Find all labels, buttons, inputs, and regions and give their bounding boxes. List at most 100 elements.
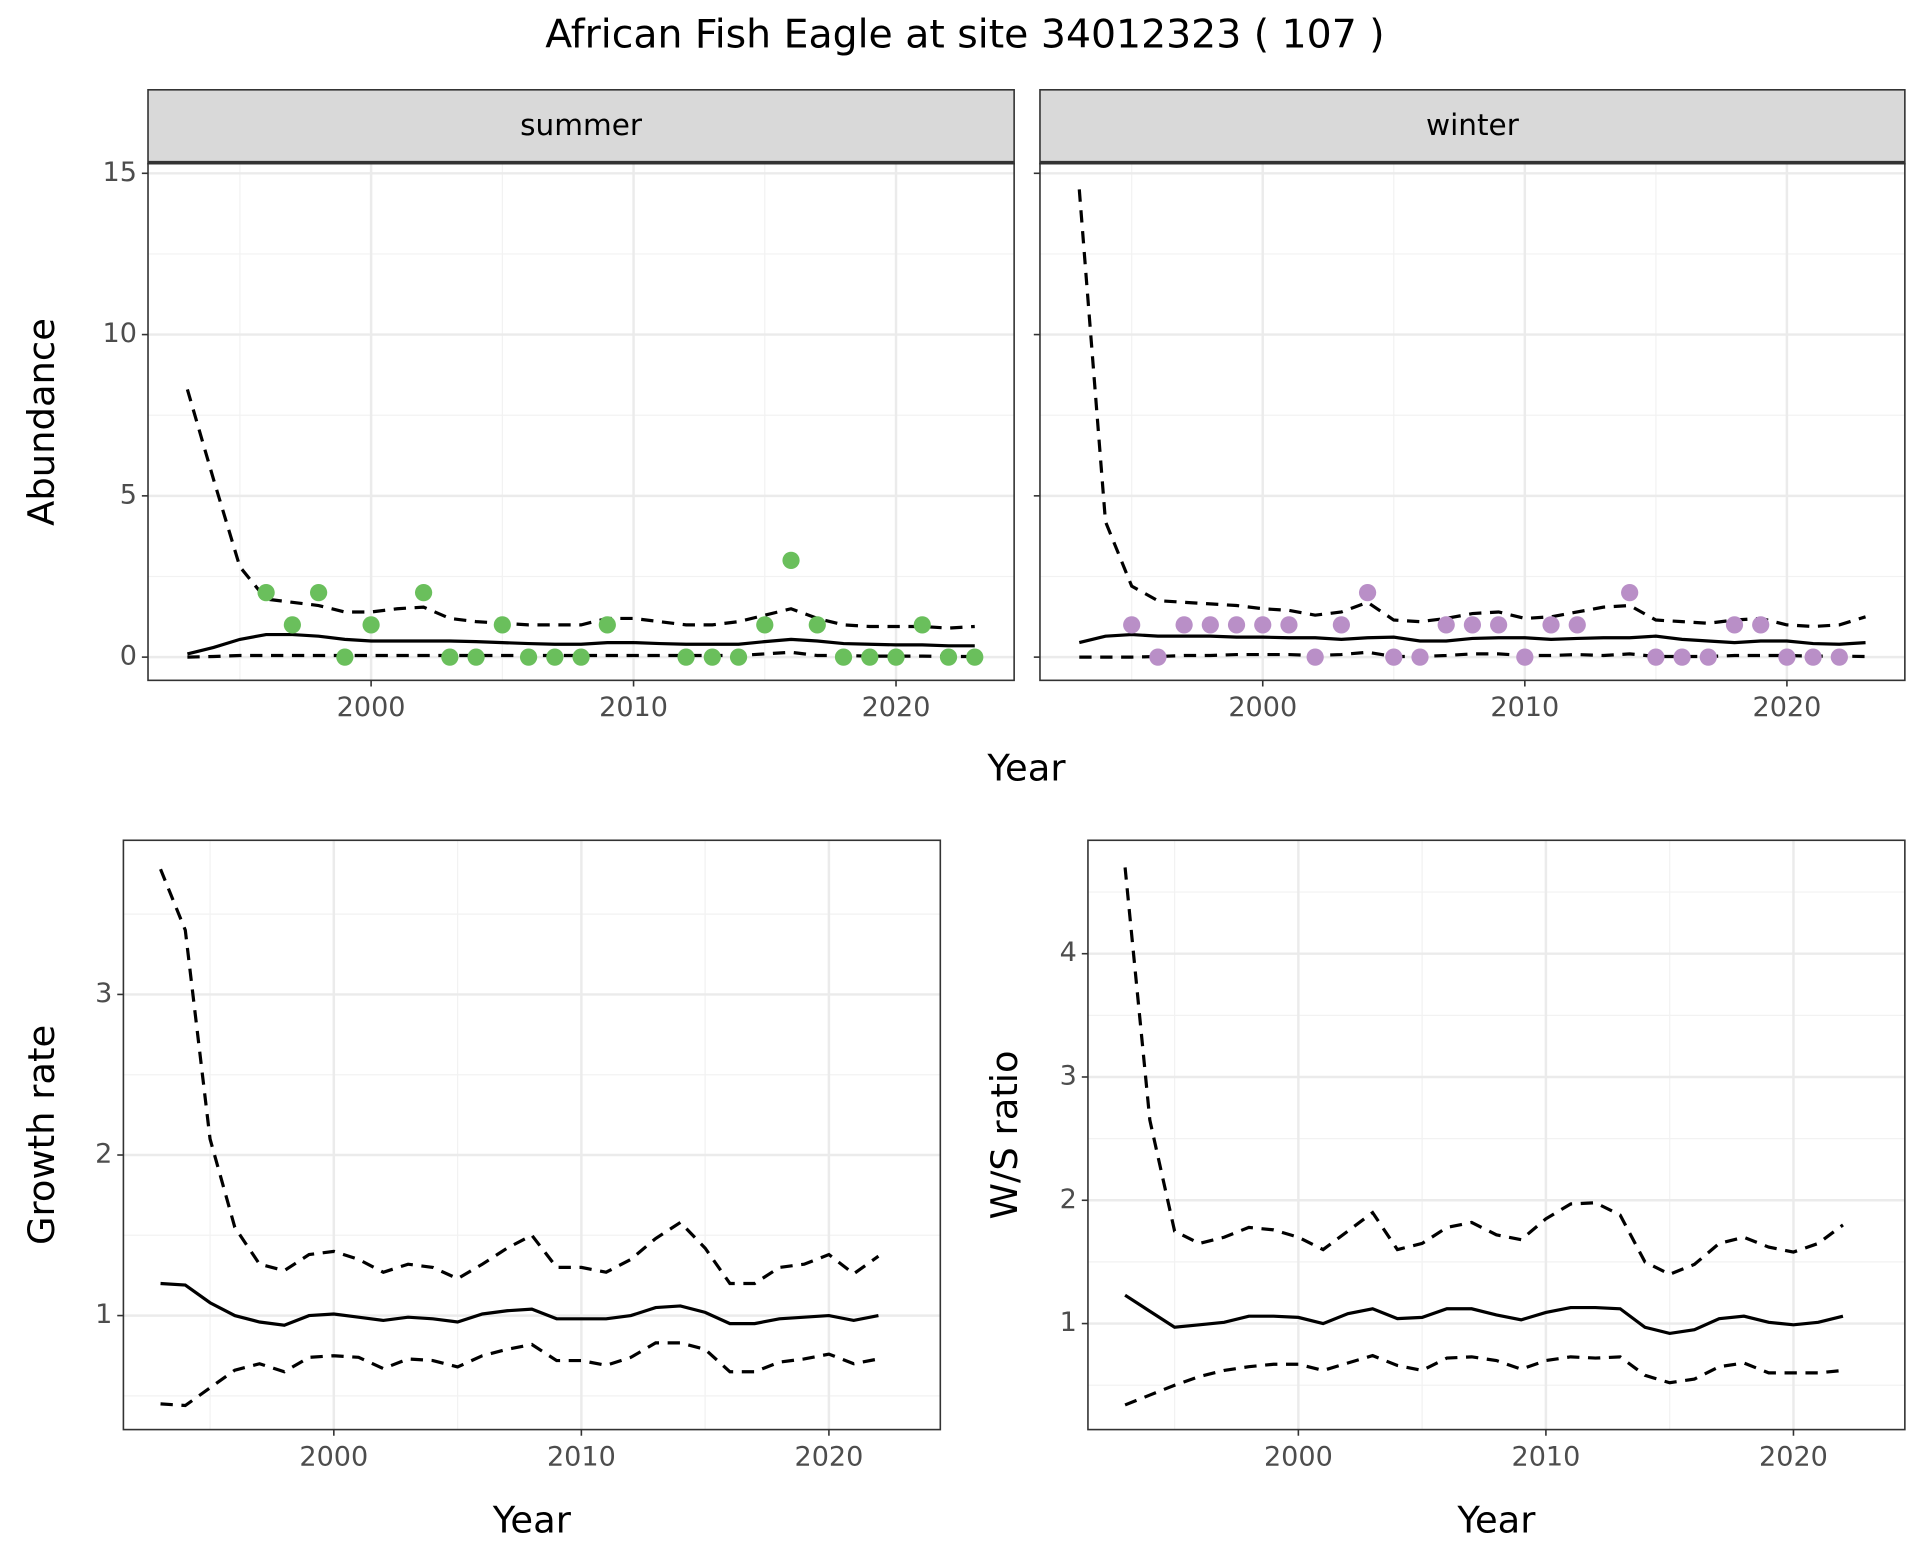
interval-line: [1079, 650, 1866, 659]
data-point: [1227, 616, 1246, 634]
data-point: [414, 584, 433, 602]
data-point: [441, 648, 459, 666]
panel-background: [1087, 840, 1905, 1430]
x-tick-label: 2000: [337, 692, 406, 723]
x-tick-label: 2010: [547, 1441, 616, 1472]
data-point: [493, 616, 511, 634]
data-point: [1254, 616, 1272, 634]
data-point: [1568, 616, 1586, 634]
data-point: [887, 648, 905, 666]
y-tick-label: 4: [1060, 937, 1077, 968]
x-tick-label: 2020: [1759, 1441, 1828, 1472]
x-tick-label: 2000: [299, 1441, 368, 1472]
data-point: [756, 616, 774, 634]
x-tick-label: 2000: [1228, 692, 1297, 723]
data-point: [1830, 648, 1848, 666]
y-axis-title: Growth rate: [20, 1025, 63, 1245]
data-point: [834, 648, 853, 666]
y-tick-label: 3: [95, 978, 112, 1009]
data-point: [1332, 616, 1350, 634]
interval-line: [185, 388, 975, 630]
interval-line: [1077, 189, 1867, 629]
facet-label: winter: [1426, 108, 1520, 142]
x-axis-title: Year: [986, 747, 1066, 790]
x-tick-label: 2020: [794, 1441, 863, 1472]
data-point: [1358, 584, 1377, 602]
y-tick-label: 1: [95, 1299, 112, 1330]
data-point: [1411, 648, 1429, 666]
y-axis-title: W/S ratio: [983, 1050, 1026, 1219]
x-axis-title: Year: [1456, 1498, 1536, 1541]
panel-border: [122, 839, 942, 1431]
data-point: [1463, 616, 1482, 634]
data-point: [1123, 616, 1141, 634]
y-tick-label: 2: [1060, 1184, 1077, 1215]
data-point: [1804, 648, 1822, 666]
y-tick-label: 0: [120, 641, 137, 672]
data-point: [1725, 616, 1744, 634]
panel-background: [148, 163, 1015, 681]
data-point: [966, 648, 984, 666]
mean-line: [186, 632, 975, 656]
panel-border: [1087, 839, 1906, 1431]
data-point: [1699, 648, 1717, 666]
x-tick-label: 2010: [1511, 1441, 1580, 1472]
y-axis-title: Abundance: [20, 318, 63, 526]
data-point: [257, 584, 275, 602]
data-point: [598, 616, 616, 634]
data-point: [703, 648, 721, 666]
mean-line: [1078, 632, 1866, 646]
data-point: [467, 648, 485, 666]
data-point: [1201, 616, 1219, 634]
x-axis-title: Year: [492, 1498, 572, 1541]
y-tick-label: 1: [1060, 1307, 1077, 1338]
data-point: [677, 648, 695, 666]
x-tick-label: 2020: [1752, 692, 1821, 723]
data-point: [1647, 648, 1665, 666]
facet-strip: [147, 89, 1015, 165]
data-point: [808, 616, 826, 634]
interval-line: [160, 1341, 879, 1408]
mean-line: [1124, 1293, 1844, 1336]
y-tick-label: 2: [95, 1139, 112, 1170]
data-point: [1306, 648, 1324, 666]
panel-background: [1039, 163, 1905, 681]
data-point: [519, 648, 538, 666]
data-point: [729, 648, 748, 666]
y-tick-label: 10: [103, 318, 137, 349]
data-point: [1490, 616, 1508, 634]
mean-line: [160, 1281, 879, 1327]
data-point: [913, 616, 931, 634]
x-tick-label: 2020: [862, 692, 931, 723]
interval-line: [1124, 1353, 1844, 1407]
panel-background: [123, 840, 941, 1430]
x-tick-label: 2000: [1264, 1441, 1333, 1472]
data-point: [1621, 584, 1639, 602]
data-point: [572, 648, 590, 666]
y-tick-label: 15: [103, 157, 137, 188]
data-point: [1280, 616, 1298, 634]
data-point: [1778, 648, 1796, 666]
x-tick-label: 2010: [599, 692, 668, 723]
figure-title: African Fish Eagle at site 34012323 ( 10…: [545, 11, 1384, 57]
data-point: [782, 551, 800, 569]
data-point: [1385, 648, 1403, 666]
data-point: [1149, 648, 1167, 666]
interval-line: [1123, 867, 1844, 1277]
data-point: [336, 648, 354, 666]
data-point: [1175, 616, 1193, 634]
facet-strip: [1039, 89, 1906, 165]
data-point: [1437, 616, 1455, 634]
data-point: [1542, 616, 1560, 634]
data-point: [283, 616, 301, 634]
data-point: [310, 584, 328, 602]
y-tick-label: 3: [1060, 1060, 1077, 1091]
x-tick-label: 2010: [1490, 692, 1559, 723]
interval-line: [159, 868, 880, 1286]
data-point: [939, 648, 958, 666]
data-point: [1752, 616, 1770, 634]
data-point: [362, 616, 380, 634]
data-point: [1673, 648, 1691, 666]
data-point: [1516, 648, 1534, 666]
